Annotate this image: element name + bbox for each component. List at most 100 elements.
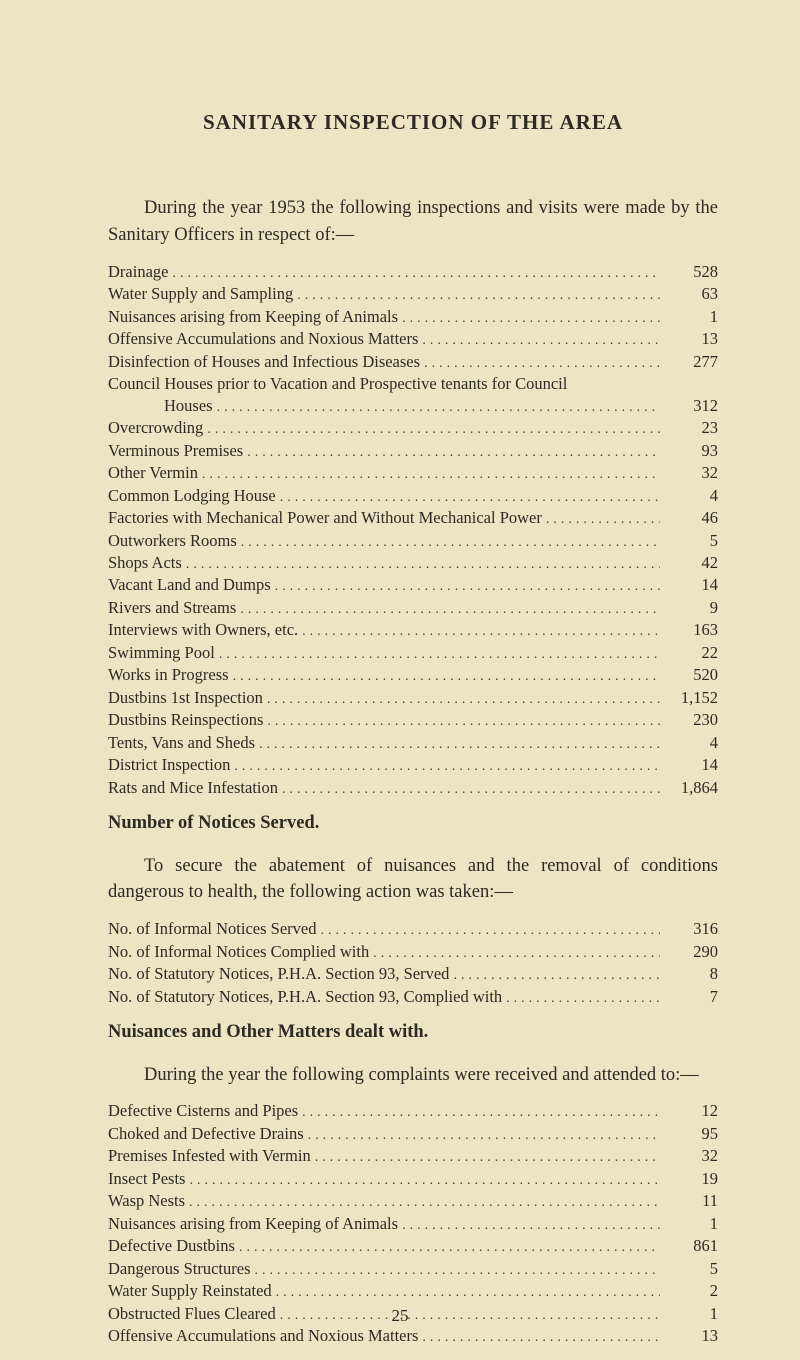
leader-dots <box>263 691 660 709</box>
list-row: Interviews with Owners, etc. 163 <box>108 619 718 641</box>
list-row: Rats and Mice Infestation1,864 <box>108 777 718 799</box>
list-row: Offensive Accumulations and Noxious Matt… <box>108 1325 718 1347</box>
row-value: 63 <box>660 283 718 305</box>
leader-dots <box>182 556 660 574</box>
list-row: Nuisances arising from Keeping of Animal… <box>108 306 718 328</box>
list-row: Dustbins 1st Inspection 1,152 <box>108 687 718 709</box>
leader-dots <box>237 534 660 552</box>
row-value: 163 <box>660 619 718 641</box>
leader-dots <box>235 1239 660 1257</box>
row-label: Vacant Land and Dumps <box>108 574 271 596</box>
page-number: 25 <box>0 1306 800 1326</box>
list-row: No. of Statutory Notices, P.H.A. Section… <box>108 986 718 1008</box>
row-value: 1,152 <box>660 687 718 709</box>
leader-dots <box>298 1104 660 1122</box>
leader-dots <box>418 1329 660 1347</box>
list-row: Houses 312 <box>108 395 718 417</box>
row-label: Insect Pests <box>108 1168 185 1190</box>
list-row: Shops Acts42 <box>108 552 718 574</box>
page: SANITARY INSPECTION OF THE AREA During t… <box>0 0 800 1360</box>
leader-dots <box>542 511 660 529</box>
leader-dots <box>293 287 660 305</box>
leader-dots <box>215 646 660 664</box>
row-value: 14 <box>660 754 718 776</box>
leader-dots <box>369 945 660 963</box>
row-value: 312 <box>660 395 718 417</box>
list-row: Works in Progress520 <box>108 664 718 686</box>
leader-dots <box>213 399 660 417</box>
row-value: 1 <box>660 1213 718 1235</box>
row-label: Dangerous Structures <box>108 1258 251 1280</box>
list-row: District Inspection 14 <box>108 754 718 776</box>
row-label: Outworkers Rooms <box>108 530 237 552</box>
row-label: Disinfection of Houses and Infectious Di… <box>108 351 420 373</box>
leader-dots <box>255 736 660 754</box>
leader-dots <box>236 601 660 619</box>
inspections-list: Drainage528Water Supply and Sampling63Nu… <box>108 261 718 800</box>
leader-dots <box>418 332 660 350</box>
row-value: 13 <box>660 1325 718 1347</box>
list-row: Nuisances arising from Keeping of Animal… <box>108 1213 718 1235</box>
row-label: Rivers and Streams <box>108 597 236 619</box>
row-label: Nuisances arising from Keeping of Animal… <box>108 306 398 328</box>
row-label: Defective Cisterns and Pipes <box>108 1100 298 1122</box>
row-value: 23 <box>660 417 718 439</box>
leader-dots <box>304 1127 660 1145</box>
list-row: Common Lodging House4 <box>108 485 718 507</box>
row-label: Verminous Premises <box>108 440 243 462</box>
page-title: SANITARY INSPECTION OF THE AREA <box>108 110 718 135</box>
row-label: Tents, Vans and Sheds <box>108 732 255 754</box>
intro-paragraph: During the year 1953 the following inspe… <box>108 195 718 249</box>
row-label: Other Vermin <box>108 462 198 484</box>
row-label: Water Supply Reinstated <box>108 1280 272 1302</box>
row-value: 277 <box>660 351 718 373</box>
row-label: Swimming Pool <box>108 642 215 664</box>
row-value: 2 <box>660 1280 718 1302</box>
row-value: 5 <box>660 1258 718 1280</box>
row-value: 528 <box>660 261 718 283</box>
row-value: 46 <box>660 507 718 529</box>
notices-list: No. of Informal Notices Served316No. of … <box>108 918 718 1008</box>
list-row: No. of Statutory Notices, P.H.A. Section… <box>108 963 718 985</box>
leader-dots <box>316 922 660 940</box>
list-row: Verminous Premises93 <box>108 440 718 462</box>
row-value: 9 <box>660 597 718 619</box>
list-row: Premises Infested with Vermin 32 <box>108 1145 718 1167</box>
row-label: Nuisances arising from Keeping of Animal… <box>108 1213 398 1235</box>
row-value: 32 <box>660 1145 718 1167</box>
list-row: Defective Dustbins861 <box>108 1235 718 1257</box>
list-row: Choked and Defective Drains95 <box>108 1123 718 1145</box>
row-label: Works in Progress <box>108 664 229 686</box>
list-row: No. of Informal Notices Served316 <box>108 918 718 940</box>
row-value: 19 <box>660 1168 718 1190</box>
row-label: Council Houses prior to Vacation and Pro… <box>108 373 567 395</box>
leader-dots <box>271 578 660 596</box>
list-row: Tents, Vans and Sheds4 <box>108 732 718 754</box>
row-value: 5 <box>660 530 718 552</box>
row-label: Interviews with Owners, etc. <box>108 619 298 641</box>
row-label: Defective Dustbins <box>108 1235 235 1257</box>
row-label: Premises Infested with Vermin <box>108 1145 311 1167</box>
row-value: 8 <box>660 963 718 985</box>
row-label: Houses <box>108 395 213 417</box>
list-row: No. of Informal Notices Complied with290 <box>108 941 718 963</box>
row-value: 4 <box>660 485 718 507</box>
row-label: Choked and Defective Drains <box>108 1123 304 1145</box>
list-row: Defective Cisterns and Pipes12 <box>108 1100 718 1122</box>
row-label: Drainage <box>108 261 168 283</box>
leader-dots <box>420 355 660 373</box>
leader-dots <box>185 1172 660 1190</box>
list-row: Dangerous Structures 5 <box>108 1258 718 1280</box>
leader-dots <box>272 1284 660 1302</box>
row-label: District Inspection <box>108 754 230 776</box>
row-label: Rats and Mice Infestation <box>108 777 278 799</box>
row-label: Dustbins 1st Inspection <box>108 687 263 709</box>
list-row: Rivers and Streams 9 <box>108 597 718 619</box>
list-row: Factories with Mechanical Power and With… <box>108 507 718 529</box>
row-label: Shops Acts <box>108 552 182 574</box>
row-label: Offensive Accumulations and Noxious Matt… <box>108 1325 418 1347</box>
row-value: 230 <box>660 709 718 731</box>
notices-paragraph: To secure the abatement of nuisances and… <box>108 853 718 907</box>
row-label: Dustbins Reinspections <box>108 709 263 731</box>
leader-dots <box>251 1262 660 1280</box>
